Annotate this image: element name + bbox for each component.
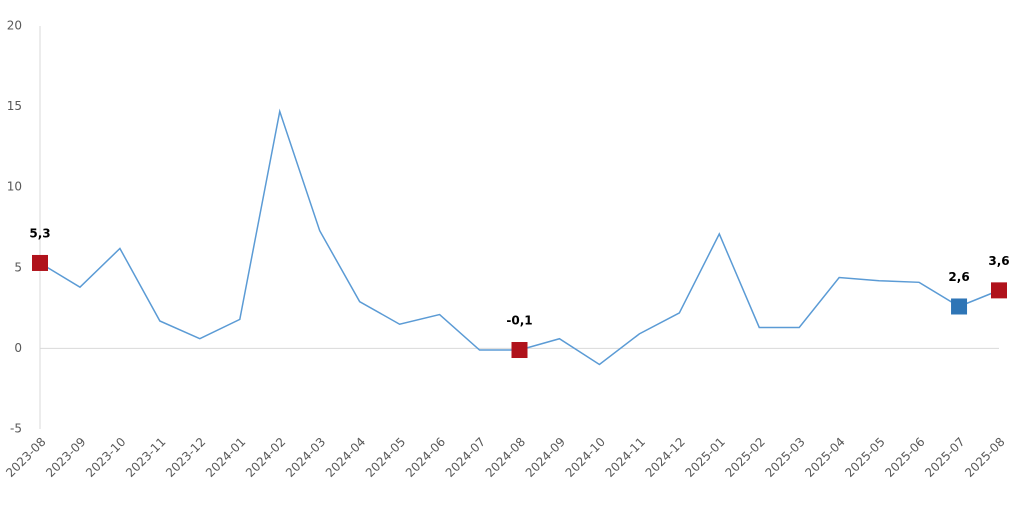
x-tick-label: 2025-05 <box>842 435 887 480</box>
y-tick-label: 15 <box>7 99 22 113</box>
y-tick-label: 20 <box>7 19 22 33</box>
x-tick-label: 2025-02 <box>722 435 767 480</box>
x-tick-label: 2025-07 <box>922 435 967 480</box>
marker <box>32 254 48 271</box>
x-tick-label: 2024-01 <box>203 435 248 480</box>
data-label: 5,3 <box>29 226 50 240</box>
x-tick-label: 2025-06 <box>882 435 927 480</box>
marker <box>991 282 1007 299</box>
x-tick-label: 2024-07 <box>443 435 488 480</box>
x-tick-label: 2023-08 <box>3 435 48 480</box>
y-tick-label: 0 <box>14 341 22 355</box>
x-tick-label: 2024-11 <box>603 435 648 480</box>
x-tick-label: 2024-08 <box>483 435 528 480</box>
x-tick-label: 2023-12 <box>163 435 208 480</box>
x-tick-label: 2025-03 <box>762 435 807 480</box>
x-tick-label: 2025-01 <box>683 435 728 480</box>
x-tick-label: 2023-10 <box>83 435 128 480</box>
data-label: -0,1 <box>506 314 532 328</box>
x-tick-label: 2023-09 <box>43 435 88 480</box>
x-tick-label: 2024-12 <box>643 435 688 480</box>
y-tick-label: 5 <box>14 260 22 274</box>
x-tick-label: 2024-06 <box>403 435 448 480</box>
y-tick-label: 10 <box>7 180 22 194</box>
x-tick-label: 2024-04 <box>323 435 368 480</box>
x-tick-label: 2024-10 <box>563 435 608 480</box>
x-tick-label: 2024-09 <box>523 435 568 480</box>
x-tick-label: 2025-04 <box>802 435 847 480</box>
x-tick-label: 2024-02 <box>243 435 288 480</box>
data-label: 3,6 <box>988 254 1009 268</box>
x-tick-label: 2025-08 <box>962 435 1007 480</box>
marker <box>951 298 968 315</box>
x-tick-label: 2024-05 <box>363 435 408 480</box>
data-label: 2,6 <box>948 270 969 284</box>
x-tick-label: 2024-03 <box>283 435 328 480</box>
marker <box>511 342 528 359</box>
x-tick-label: 2023-11 <box>123 435 168 480</box>
y-tick-label: -5 <box>10 422 22 436</box>
